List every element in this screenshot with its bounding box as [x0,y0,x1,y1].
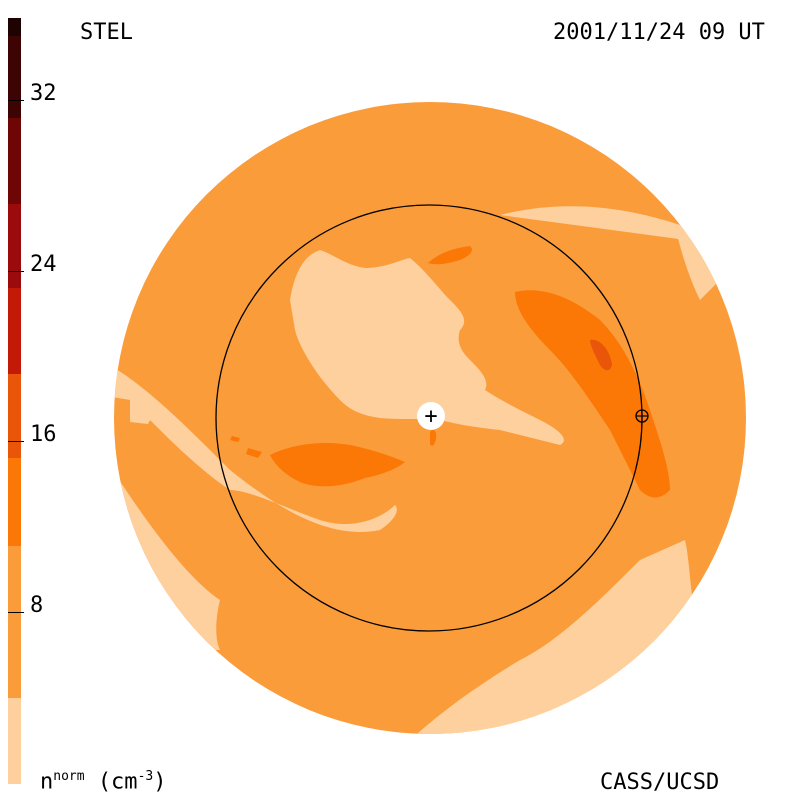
colorbar-band [8,698,21,784]
unit-sup: norm [53,769,85,784]
medium-region-right-band [515,290,670,498]
colorbar-band [8,204,21,288]
colorbar-tick-label-24: 24 [30,252,57,277]
light-region-center-plume [290,250,564,445]
medium-region-left-band [270,443,405,487]
unit-paren: (cm [97,769,138,795]
medium-region-left-streak [230,436,262,458]
colorbar-tick-32 [8,100,24,101]
colorbar-band [8,36,21,118]
colorbar-tick-24 [8,271,24,272]
colorbar [8,18,21,784]
colorbar-tick-16 [8,441,24,442]
colorbar-tick-8 [8,612,24,613]
unit-exp: -3 [137,769,154,784]
colorbar-unit-label: nnorm (cm-3) [40,770,166,793]
colorbar-band [8,546,21,698]
colorbar-band [8,374,21,458]
light-edge-marks [130,418,150,424]
colorbar-tick-label-32: 32 [30,81,57,106]
medium-region-top-spot [428,246,472,265]
colorbar-tick-label-16: 16 [30,422,57,447]
sun-center-icon: + [424,404,437,429]
colorbar-band [8,18,21,36]
colorbar-band [8,288,21,374]
colorbar-band [8,458,21,546]
timestamp-label: 2001/11/24 09 UT [553,20,765,45]
colorbar-band [8,118,21,204]
unit-base: n [40,769,54,795]
sun-marker [417,402,445,430]
instrument-label: STEL [80,20,133,45]
dark-region-right-spot [590,339,612,371]
medium-region-center-spot [430,430,437,446]
credit-label: CASS/UCSD [600,770,720,795]
colorbar-tick-label-8: 8 [30,593,44,618]
light-region-right-strip [675,225,720,300]
unit-close: ) [153,769,167,795]
